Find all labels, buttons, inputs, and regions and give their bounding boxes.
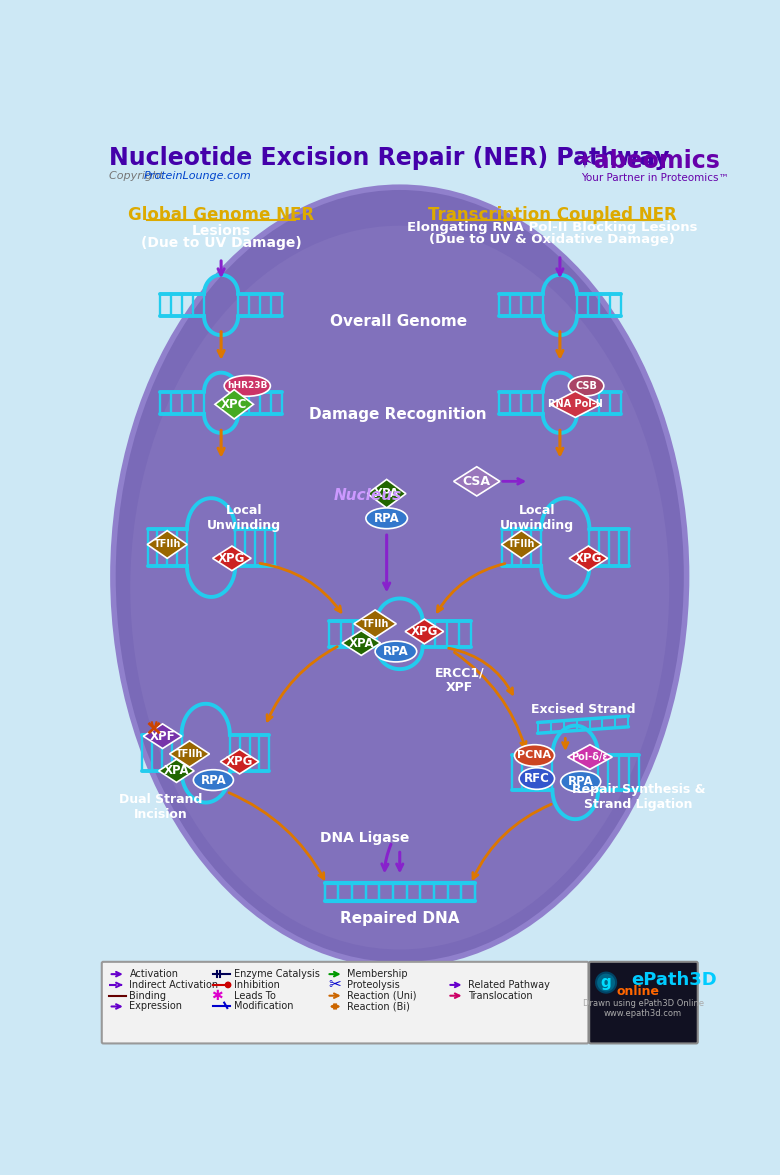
Text: XPG: XPG [575,552,602,565]
Text: RPA: RPA [200,773,226,786]
Text: Enzyme Catalysis: Enzyme Catalysis [234,969,320,979]
Text: ✂: ✂ [328,978,342,993]
Text: Damage Recognition: Damage Recognition [310,407,487,422]
Polygon shape [405,619,444,644]
Ellipse shape [130,226,669,949]
Text: Drawn using ePath3D Online: Drawn using ePath3D Online [583,999,704,1008]
Text: Local
Unwinding: Local Unwinding [500,504,574,532]
Text: XPG: XPG [411,625,438,638]
Text: online: online [617,986,660,999]
Text: TFIIh: TFIIh [154,539,181,550]
Text: RNA Pol-II: RNA Pol-II [548,400,603,409]
Text: Copyright: Copyright [108,172,167,181]
Text: Dual Strand
Incision: Dual Strand Incision [119,793,203,821]
Text: XPF: XPF [150,730,176,743]
Text: g: g [601,975,612,991]
Text: Excised Strand: Excised Strand [530,703,635,716]
Text: CSA: CSA [463,475,491,488]
Polygon shape [568,745,612,770]
Text: XPA: XPA [374,488,399,501]
Text: Expression: Expression [129,1001,183,1012]
Text: Reaction (Bi): Reaction (Bi) [347,1001,410,1012]
Text: Proteolysis: Proteolysis [347,980,400,989]
Text: RPA: RPA [383,645,409,658]
Text: Overall Genome: Overall Genome [330,315,466,329]
Polygon shape [169,740,210,767]
Polygon shape [220,750,259,774]
Text: RPA: RPA [374,512,399,525]
Text: TFIIh: TFIIh [361,619,388,629]
Ellipse shape [515,745,555,766]
Ellipse shape [561,771,601,792]
Text: Reaction (Uni): Reaction (Uni) [347,991,417,1001]
Text: CSB: CSB [575,381,597,391]
Circle shape [225,982,231,988]
Polygon shape [367,479,406,508]
Polygon shape [342,631,381,656]
Polygon shape [144,724,182,748]
Text: XPA: XPA [164,765,190,778]
Text: TFIIh: TFIIh [176,748,204,759]
Polygon shape [215,390,254,419]
Text: PCNA: PCNA [517,751,551,760]
Text: TFIIh: TFIIh [508,539,535,550]
Text: XPG: XPG [218,552,246,565]
Polygon shape [550,391,601,417]
Polygon shape [502,531,541,558]
Text: Modification: Modification [234,1001,294,1012]
Text: Activation: Activation [129,969,179,979]
Text: www.epath3d.com: www.epath3d.com [604,1009,682,1018]
Text: Nucleus: Nucleus [333,488,402,503]
Text: Pol-δ/ε: Pol-δ/ε [572,752,608,763]
Text: RFC: RFC [524,772,550,785]
Text: Your Partner in Proteomics™: Your Partner in Proteomics™ [580,173,729,183]
Text: XPC: XPC [221,398,247,411]
Text: XPA: XPA [349,637,374,650]
Text: Binding: Binding [129,991,166,1001]
Text: Translocation: Translocation [468,991,533,1001]
Polygon shape [147,531,187,558]
Text: (Due to UV & Oxidative Damage): (Due to UV & Oxidative Damage) [429,233,675,246]
Text: Global Genome NER: Global Genome NER [128,206,314,224]
Text: Local
Unwinding: Local Unwinding [207,504,282,532]
Text: hHR23B: hHR23B [227,382,268,390]
Text: Leads To: Leads To [234,991,276,1001]
Polygon shape [454,466,500,496]
Text: XPG: XPG [226,756,254,768]
Ellipse shape [224,376,271,396]
Text: Inhibition: Inhibition [234,980,280,989]
Text: DNA Ligase: DNA Ligase [321,831,410,845]
Polygon shape [213,546,251,571]
Text: Related Pathway: Related Pathway [468,980,550,989]
Ellipse shape [113,187,686,965]
Text: Elongating RNA Pol-II Blocking Lesions: Elongating RNA Pol-II Blocking Lesions [407,221,697,234]
Text: RPA: RPA [568,776,594,788]
Text: Nucleotide Excision Repair (NER) Pathway: Nucleotide Excision Repair (NER) Pathway [108,146,669,170]
FancyBboxPatch shape [589,962,698,1043]
Text: ePath3D: ePath3D [631,972,717,989]
Text: Transcription Coupled NER: Transcription Coupled NER [428,206,676,224]
Ellipse shape [193,770,233,791]
Text: Lesions: Lesions [192,224,250,239]
Ellipse shape [366,508,407,529]
Polygon shape [159,759,194,783]
Circle shape [596,973,616,993]
Text: (Due to UV Damage): (Due to UV Damage) [140,236,302,250]
Polygon shape [354,610,396,638]
Text: Indirect Activation: Indirect Activation [129,980,218,989]
Text: Repaired DNA: Repaired DNA [340,911,459,926]
Text: ERCC1/
XPF: ERCC1/ XPF [435,666,484,694]
Text: ✶abeomics: ✶abeomics [576,148,722,173]
Text: ✱: ✱ [211,988,223,1002]
Ellipse shape [519,767,555,790]
Text: Membership: Membership [347,969,408,979]
FancyBboxPatch shape [101,962,588,1043]
Ellipse shape [375,642,417,662]
Polygon shape [569,546,608,571]
Ellipse shape [569,376,604,396]
Text: ProteinLounge.com: ProteinLounge.com [144,172,251,181]
Text: Repair Synthesis &
Strand Ligation: Repair Synthesis & Strand Ligation [572,783,705,811]
